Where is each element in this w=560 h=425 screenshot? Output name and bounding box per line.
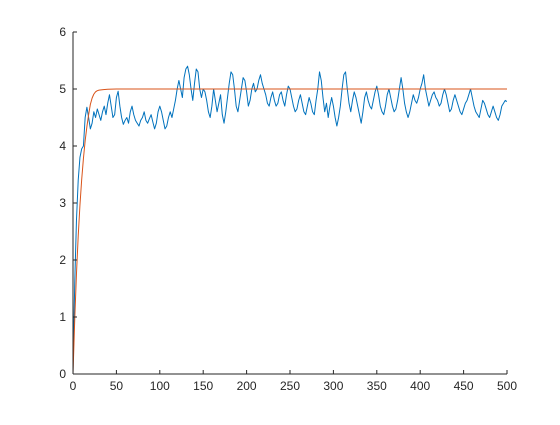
y-tick-label: 0 xyxy=(59,367,66,381)
series-line-2 xyxy=(73,88,507,374)
series-line-1 xyxy=(73,65,507,374)
y-tick-label: 2 xyxy=(59,253,66,267)
x-tick-label: 500 xyxy=(497,379,517,393)
y-tick-label: 5 xyxy=(59,82,66,96)
x-tick-label: 250 xyxy=(280,379,300,393)
y-tick-label: 3 xyxy=(59,196,66,210)
y-tick-label: 1 xyxy=(59,310,66,324)
x-tick-label: 300 xyxy=(323,379,343,393)
y-tick-label: 4 xyxy=(59,139,66,153)
plot-area xyxy=(73,65,507,374)
x-tick-label: 400 xyxy=(410,379,430,393)
x-tick-label: 100 xyxy=(150,379,170,393)
x-tick-label: 200 xyxy=(237,379,257,393)
axes: 0 50 100 150 200 250 300 350 400 450 500 0 1 2 3 4 5 6 xyxy=(59,25,517,393)
x-tick-label: 50 xyxy=(110,379,124,393)
y-tick-label: 6 xyxy=(59,25,66,39)
x-tick-label: 150 xyxy=(193,379,213,393)
x-tick-label: 450 xyxy=(454,379,474,393)
x-tick-label: 0 xyxy=(70,379,77,393)
x-tick-label: 350 xyxy=(367,379,387,393)
